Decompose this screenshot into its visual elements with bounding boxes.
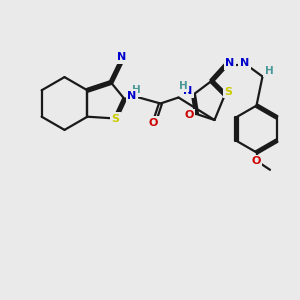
Text: O: O: [148, 118, 158, 128]
Text: O: O: [251, 156, 261, 167]
Text: O: O: [184, 110, 194, 121]
Text: H: H: [265, 65, 274, 76]
Text: N: N: [117, 52, 126, 62]
Text: H: H: [178, 80, 188, 91]
Text: S: S: [112, 113, 119, 124]
Text: N: N: [184, 86, 193, 96]
Text: H: H: [132, 85, 141, 95]
Text: N: N: [226, 58, 235, 68]
Text: N: N: [128, 91, 136, 101]
Text: S: S: [225, 86, 232, 97]
Text: N: N: [240, 58, 249, 68]
